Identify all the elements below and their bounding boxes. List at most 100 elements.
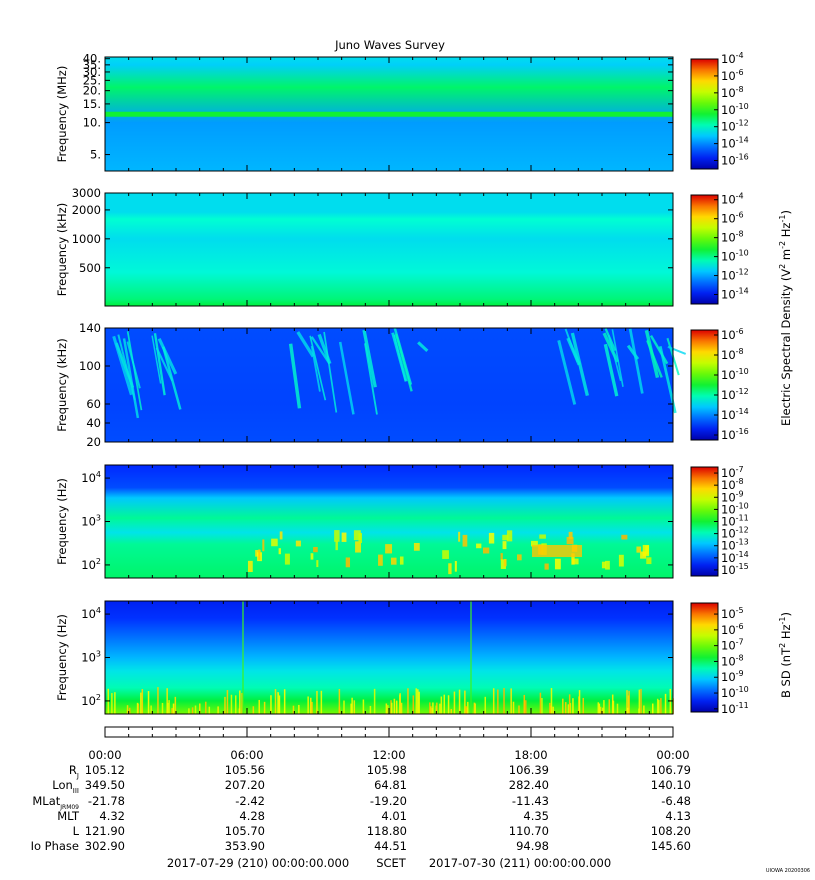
ephemeris-value: 4.01	[381, 809, 407, 823]
ephemeris-label: MLT	[57, 809, 80, 823]
colorbar-tick-label: 10-12	[721, 119, 749, 134]
ephemeris-value: 4.35	[523, 809, 549, 823]
band-20mhz	[105, 111, 673, 117]
ephemeris-value: -2.42	[235, 794, 265, 808]
colorbar-3: 10-6 10-8 10-10 10-12 10-14 10-16	[690, 327, 749, 442]
time-tick-label: 18:00	[514, 748, 547, 762]
panel-2: 3000 2000 1000 500 Frequency (kHz)	[55, 186, 674, 307]
y-tick-label: 104	[81, 606, 101, 621]
y-tick-label: 103	[81, 650, 101, 665]
colorbar-tick-label: 10-10	[721, 249, 749, 264]
colorbar-tick-label: 10-10	[721, 102, 749, 117]
footer-tag: UIOWA 20200306	[766, 868, 810, 874]
colorbar-tick-label: 10-8	[721, 85, 744, 100]
y-tick-label: 20	[86, 435, 101, 449]
ephemeris-label: Io Phase	[31, 839, 79, 853]
ephemeris-row: MLT 4.32 4.28 4.01 4.35 4.13	[57, 809, 691, 823]
ephemeris-value: 302.90	[85, 839, 125, 853]
y-tick-label: 140	[79, 321, 101, 335]
ephemeris-value: 108.20	[651, 824, 691, 838]
ephemeris-value: -21.78	[88, 794, 125, 808]
spectrogram-2	[105, 193, 673, 306]
ephemeris-value: 353.90	[225, 839, 265, 853]
time-tick-label: 12:00	[372, 748, 405, 762]
colorbar-tick-label: 10-6	[721, 211, 744, 226]
colorbar-tick-label: 10-8	[721, 653, 744, 668]
ephemeris-value: 282.40	[509, 778, 549, 792]
y-tick-label: 103	[81, 514, 101, 529]
ephemeris-label: RJ	[69, 763, 79, 780]
colorbar-tick-label: 10-4	[721, 51, 744, 66]
ephemeris-value: 145.60	[651, 839, 691, 853]
colorbar-tick-label: 10-10	[721, 367, 749, 382]
y-tick-label: 102	[81, 557, 101, 572]
y-tick-label: 5.	[90, 148, 101, 162]
ephemeris-value: 44.51	[374, 839, 407, 853]
y-axis-label: Frequency (kHz)	[55, 203, 69, 296]
y-tick-label: 40	[86, 416, 101, 430]
ephemeris-row: LonIII 349.50 207.20 64.81 282.40 140.10	[52, 778, 691, 795]
colorbar-label-electric: Electric Spectral Density (V2 m-2 Hz-1)	[778, 210, 793, 426]
ephemeris-value: 105.98	[367, 763, 407, 777]
ephemeris-value: -11.43	[512, 794, 549, 808]
y-tick-label: 2000	[72, 203, 101, 217]
colorbar-tick-label: 10-8	[721, 230, 744, 245]
colorbar-5: 10-5 10-6 10-7 10-8 10-9 10-10 10-11	[690, 602, 749, 716]
y-tick-label: 20.	[83, 84, 101, 98]
ephemeris-value: 349.50	[85, 778, 125, 792]
y-axis-label: Frequency (MHz)	[55, 66, 69, 163]
y-tick-label: 40.	[83, 52, 101, 66]
ephemeris-label: LonIII	[52, 778, 79, 795]
colorbar-tick-label: 10-14	[721, 407, 749, 422]
time-tick-label: 00:00	[88, 748, 121, 762]
colorbar-tick-label: 10-7	[721, 638, 744, 653]
ephemeris-value: 118.80	[367, 824, 407, 838]
ephemeris-row: MLatJRM09 -21.78 -2.42 -19.20 -11.43 -6.48	[32, 794, 691, 811]
colorbar-tick-label: 10-6	[721, 327, 744, 342]
ephemeris-value: 110.70	[509, 824, 549, 838]
colorbar-label-magnetic: B SD (nT2 Hz-1)	[778, 612, 793, 698]
y-tick-label: 1000	[72, 232, 101, 246]
ephemeris-value: 106.79	[651, 763, 691, 777]
colorbar-tick-label: 10-16	[721, 153, 749, 168]
spectrogram-4	[105, 465, 673, 578]
y-tick-label: 500	[79, 261, 101, 275]
y-axis-label: Frequency (Hz)	[55, 614, 69, 701]
colorbar-tick-label: 10-14	[721, 136, 749, 151]
ephemeris-value: 140.10	[651, 778, 691, 792]
colorbar-tick-label: 10-6	[721, 622, 744, 637]
colorbar-tick-label: 10-8	[721, 347, 744, 362]
colorbar-2: 10-4 10-6 10-8 10-10 10-12 10-14	[690, 192, 749, 305]
panel-5: 104 103 102 Frequency (Hz)	[55, 600, 674, 715]
colorbar-tick-label: 10-16	[721, 427, 749, 442]
panel-3: 140 100 60 40 20 Frequency (kHz)	[55, 321, 687, 449]
colorbar-4: 10-7 10-8 10-9 10-10 10-11 10-12 10-13 1…	[690, 465, 749, 577]
y-tick-label: 104	[81, 470, 101, 485]
colorbar-tick-label: 10-10	[721, 685, 749, 700]
ephemeris-label: L	[73, 824, 80, 838]
ephemeris-value: 105.70	[225, 824, 265, 838]
y-tick-label: 60	[86, 397, 101, 411]
spectrogram-3	[105, 328, 673, 442]
scet-start-label: 2017-07-29 (210) 00:00:00.000	[167, 856, 349, 870]
spectrogram-5	[105, 601, 673, 714]
colorbar-tick-label: 10-9	[721, 669, 744, 684]
y-tick-label: 102	[81, 693, 101, 708]
y-axis-label: Frequency (kHz)	[55, 338, 69, 431]
y-tick-label: 100	[79, 359, 101, 373]
ephemeris-value: 94.98	[516, 839, 549, 853]
colorbar-tick-label: 10-11	[721, 701, 749, 716]
colorbar-tick-label: 10-12	[721, 268, 749, 283]
scet-label: SCET	[376, 856, 407, 870]
ephemeris-value: 4.32	[99, 809, 125, 823]
colorbar-tick-label: 10-6	[721, 68, 744, 83]
ephemeris-row: Io Phase 302.90 353.90 44.51 94.98 145.60	[31, 839, 691, 853]
ephemeris-value: 106.39	[509, 763, 549, 777]
colorbar-tick-label: 10-12	[721, 387, 749, 402]
ephemeris-value: -6.48	[661, 794, 691, 808]
y-axis-label: Frequency (Hz)	[55, 478, 69, 565]
ephemeris-value: 105.12	[85, 763, 125, 777]
colorbar-1: 10-4 10-6 10-8 10-10 10-12 10-14 10-16	[690, 51, 749, 170]
ephemeris-row: L 121.90 105.70 118.80 110.70 108.20	[73, 824, 691, 838]
ephemeris-value: 207.20	[225, 778, 265, 792]
